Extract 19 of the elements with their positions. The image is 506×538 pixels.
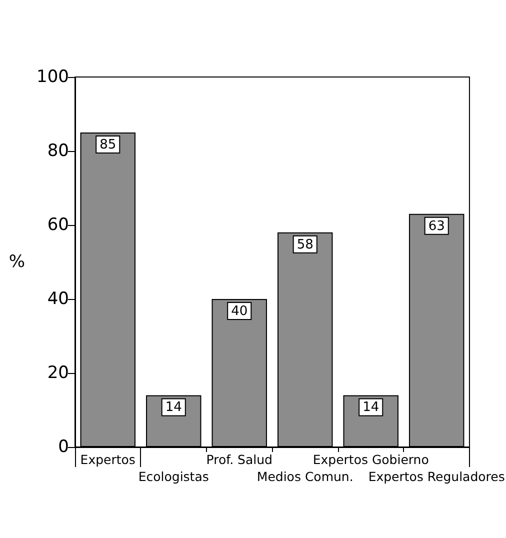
y-tick-label: 0 [58, 437, 69, 457]
x-tick-label: Medios Comun. [256, 469, 354, 484]
data-label: 40 [231, 304, 248, 319]
x-tick-label: Prof. Salud [206, 452, 272, 467]
y-tick-label: 20 [47, 363, 69, 383]
y-tick-label: 60 [47, 215, 69, 235]
data-label: 14 [165, 400, 182, 416]
x-tick-label: Expertos Reguladores [368, 469, 505, 484]
data-label: 14 [362, 400, 380, 416]
y-tick-label: 100 [36, 67, 69, 87]
data-label: 85 [100, 138, 116, 152]
data-label: 58 [296, 237, 314, 252]
x-tick-label: Ecologistas [138, 469, 209, 484]
data-label: 63 [428, 218, 445, 234]
x-tick-label: Expertos [80, 452, 136, 467]
y-tick-label: 80 [47, 141, 69, 161]
y-axis-title: % [8, 252, 25, 272]
y-tick-label: 40 [47, 289, 69, 309]
x-tick-label: Expertos Gobierno [312, 452, 429, 467]
